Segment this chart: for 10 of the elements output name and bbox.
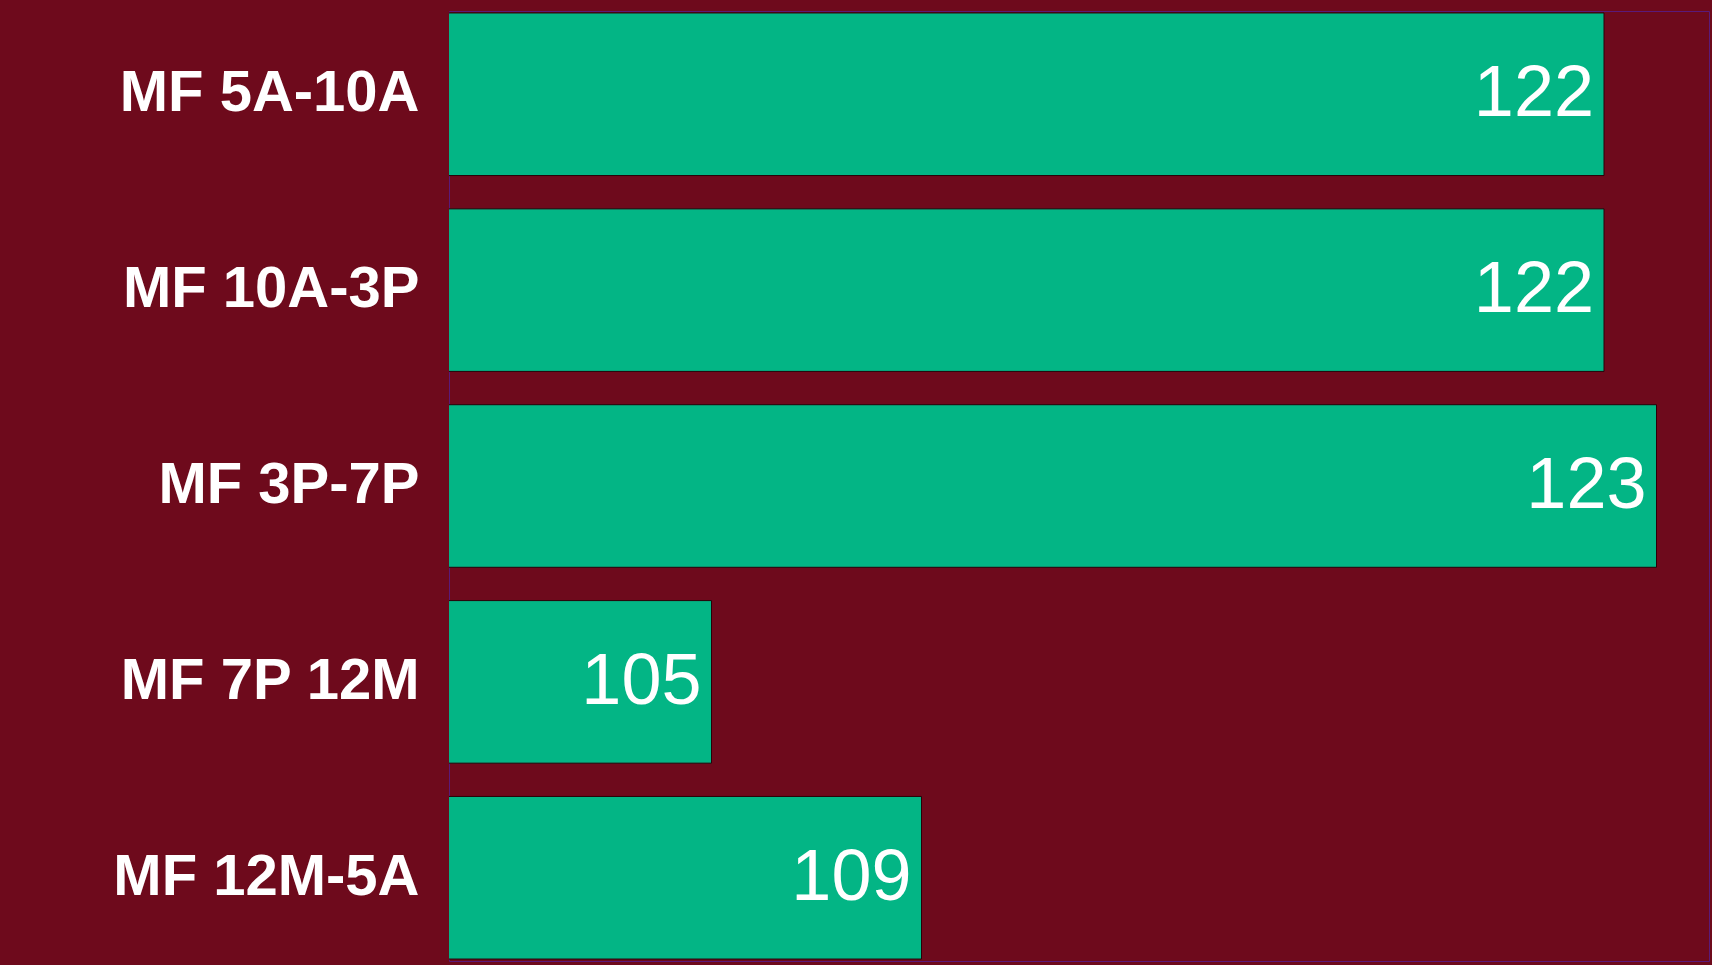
y-tick-label: MF 10A-3P: [122, 254, 420, 320]
data-label: 109: [791, 834, 912, 915]
y-tick-label: MF 5A-10A: [119, 58, 420, 124]
data-label: 123: [1526, 443, 1647, 523]
data-label: 105: [581, 638, 702, 719]
data-label: 122: [1473, 247, 1594, 328]
y-tick-label: MF 12M-5A: [113, 841, 420, 907]
y-tick-label: MF 7P 12M: [120, 645, 420, 711]
y-tick-label: MF 3P-7P: [158, 450, 420, 515]
data-label: 122: [1473, 51, 1594, 132]
